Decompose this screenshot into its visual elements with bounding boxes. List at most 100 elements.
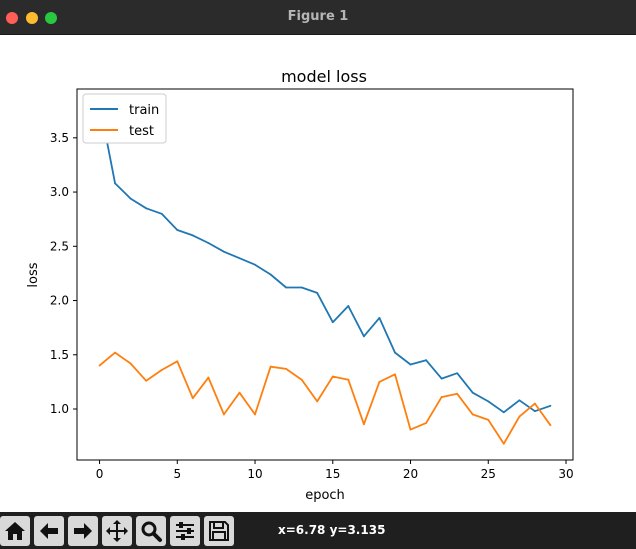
zoom-button[interactable] bbox=[136, 516, 166, 546]
data-point-test bbox=[456, 392, 459, 395]
data-point-test bbox=[160, 369, 163, 371]
y-tick-label: 1.5 bbox=[50, 348, 69, 362]
data-point-test bbox=[425, 422, 427, 425]
data-point-train bbox=[129, 197, 132, 200]
data-point-train bbox=[285, 286, 288, 289]
window-title: Figure 1 bbox=[287, 9, 349, 24]
data-point-train bbox=[362, 335, 365, 338]
data-point-train bbox=[331, 321, 334, 324]
data-point-test bbox=[362, 423, 365, 426]
data-point-test bbox=[223, 413, 225, 416]
y-tick-label: 2.5 bbox=[50, 239, 69, 253]
axes-ticks: 0 5 10 15 20 25 30 1.0 1.5 2.0 2.5 3.0 3.5 bbox=[50, 131, 574, 481]
data-point-test bbox=[254, 413, 256, 416]
data-point-test bbox=[331, 375, 334, 378]
data-point-test bbox=[238, 391, 241, 394]
x-tick-label: 25 bbox=[481, 467, 496, 481]
data-point-train bbox=[456, 372, 459, 375]
data-point-test bbox=[394, 373, 396, 376]
data-point-test bbox=[316, 400, 319, 403]
forward-button[interactable] bbox=[68, 516, 98, 546]
data-point-train bbox=[207, 242, 210, 244]
data-point-train bbox=[160, 212, 163, 215]
close-window-button[interactable] bbox=[6, 12, 18, 24]
data-point-test bbox=[487, 418, 490, 421]
x-tick-label: 5 bbox=[173, 467, 181, 481]
data-point-train bbox=[502, 411, 505, 414]
data-point-test bbox=[440, 396, 443, 398]
data-point-train bbox=[347, 305, 350, 307]
data-point-test bbox=[114, 351, 116, 354]
data-point-train bbox=[145, 207, 148, 210]
x-tick-label: 15 bbox=[325, 467, 340, 481]
data-point-test bbox=[502, 442, 505, 445]
arrow-right-icon bbox=[74, 523, 92, 539]
data-point-train bbox=[254, 263, 256, 266]
y-axis-label: loss bbox=[26, 262, 41, 287]
data-point-test bbox=[269, 365, 272, 368]
back-button[interactable] bbox=[34, 516, 64, 546]
save-icon bbox=[209, 521, 229, 541]
arrow-left-icon bbox=[40, 523, 58, 539]
minimize-window-button[interactable] bbox=[26, 12, 38, 24]
data-point-train bbox=[518, 399, 521, 402]
legend-train-label: train bbox=[129, 103, 159, 118]
x-tick-label: 0 bbox=[96, 467, 104, 481]
y-tick-label: 3.5 bbox=[50, 131, 69, 145]
navigation-toolbar: x=6.78 y=3.135 bbox=[0, 512, 636, 549]
x-tick-label: 10 bbox=[247, 467, 262, 481]
loss-chart: model loss 0 5 10 15 20 25 30 1.0 1.5 2.0 2.5 3.0 3.… bbox=[26, 67, 574, 503]
data-point-train bbox=[238, 257, 241, 260]
legend: train test bbox=[82, 93, 167, 144]
data-point-train bbox=[316, 292, 319, 294]
data-point-train bbox=[378, 316, 381, 319]
data-point-train bbox=[269, 273, 272, 276]
x-tick-label: 20 bbox=[403, 467, 418, 481]
sliders-icon bbox=[176, 522, 194, 540]
data-point-train bbox=[549, 404, 552, 407]
magnifier-icon bbox=[141, 521, 162, 542]
data-point-train bbox=[300, 286, 303, 289]
data-point-train bbox=[471, 391, 474, 394]
pan-button[interactable] bbox=[102, 516, 132, 546]
series-line-test bbox=[98, 351, 552, 445]
data-point-test bbox=[378, 380, 381, 383]
data-point-test bbox=[549, 424, 552, 427]
data-point-train bbox=[191, 234, 194, 237]
data-point-test bbox=[471, 413, 474, 416]
move-icon bbox=[106, 520, 128, 542]
data-point-train bbox=[114, 182, 116, 185]
maximize-window-button[interactable] bbox=[45, 12, 57, 24]
legend-test-label: test bbox=[129, 124, 154, 139]
y-tick-label: 1.0 bbox=[50, 402, 69, 416]
home-button[interactable] bbox=[0, 516, 30, 546]
data-point-train bbox=[409, 363, 412, 366]
save-button[interactable] bbox=[204, 516, 234, 546]
data-point-train bbox=[176, 229, 179, 231]
home-icon bbox=[5, 522, 25, 540]
cursor-coordinates: x=6.78 y=3.135 bbox=[278, 523, 386, 537]
plot-area bbox=[76, 88, 574, 461]
data-point-train bbox=[394, 351, 396, 354]
data-point-test bbox=[518, 415, 521, 418]
data-point-test bbox=[300, 378, 303, 381]
data-point-test bbox=[191, 397, 194, 400]
series-line-train bbox=[98, 102, 551, 414]
configure-subplots-button[interactable] bbox=[170, 516, 200, 546]
y-tick-label: 3.0 bbox=[50, 185, 69, 199]
data-point-test bbox=[285, 367, 288, 370]
data-point-test bbox=[207, 376, 210, 379]
figure-canvas[interactable]: model loss 0 5 10 15 20 25 30 1.0 1.5 2.0 2.5 3.0 3.… bbox=[0, 35, 636, 512]
data-point-test bbox=[347, 378, 350, 381]
chart-title: model loss bbox=[281, 67, 367, 86]
data-point-train bbox=[223, 250, 225, 253]
data-point-test bbox=[534, 402, 536, 405]
data-point-train bbox=[487, 400, 490, 403]
series-lines bbox=[98, 102, 552, 445]
y-tick-label: 2.0 bbox=[50, 294, 69, 308]
data-point-test bbox=[98, 364, 101, 367]
data-point-train bbox=[440, 377, 443, 380]
data-point-test bbox=[176, 360, 179, 363]
data-point-test bbox=[145, 379, 148, 382]
title-bar: Figure 1 bbox=[0, 0, 636, 35]
